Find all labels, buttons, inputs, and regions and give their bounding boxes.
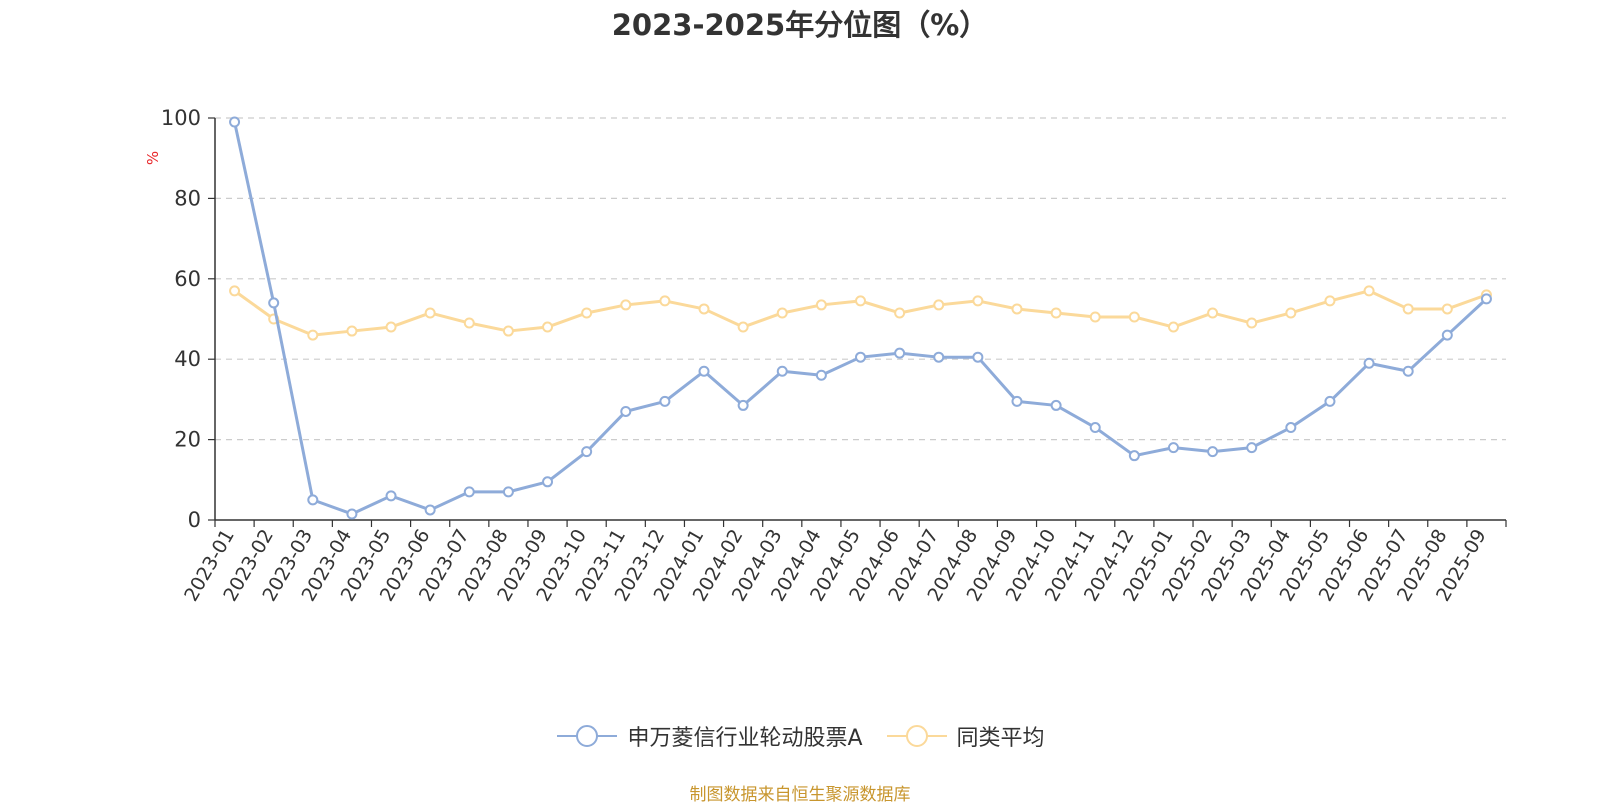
series-1-point xyxy=(542,476,554,488)
series-1-point xyxy=(620,405,632,417)
series-1-point xyxy=(776,365,788,377)
series-1-point xyxy=(1167,442,1179,454)
series-1-point xyxy=(424,504,436,516)
series-1-point xyxy=(933,351,945,363)
series-1-point xyxy=(581,446,593,458)
series-2-point xyxy=(815,299,827,311)
chart-title: 2023-2025年分位图（%） xyxy=(611,8,989,42)
series-2-point xyxy=(1285,307,1297,319)
series-2-point xyxy=(463,317,475,329)
series-1-point xyxy=(815,369,827,381)
series-2-point xyxy=(1011,303,1023,315)
legend: 申万菱信行业轮动股票A 同类平均 xyxy=(0,720,1600,752)
y-tick-label: 0 xyxy=(188,508,201,532)
series-2-point xyxy=(1050,307,1062,319)
series-2-point xyxy=(229,285,241,297)
legend-item-series-1[interactable]: 申万菱信行业轮动股票A xyxy=(555,720,863,752)
series-2-point xyxy=(581,307,593,319)
series-1-point xyxy=(1324,395,1336,407)
series-2-point xyxy=(1402,303,1414,315)
series-2-point xyxy=(737,321,749,333)
series-1-point xyxy=(1480,293,1492,305)
y-tick-label: 80 xyxy=(174,186,201,210)
series-2-point xyxy=(424,307,436,319)
series-1-point xyxy=(229,116,241,128)
series-2-point xyxy=(620,299,632,311)
source-note: 制图数据来自恒生聚源数据库 xyxy=(689,785,911,805)
series-2-point xyxy=(894,307,906,319)
legend-label-series-1: 申万菱信行业轮动股票A xyxy=(627,726,863,751)
series-2-point xyxy=(1363,285,1375,297)
series-1-point xyxy=(1363,357,1375,369)
series-1-point xyxy=(346,508,358,520)
series-2-point xyxy=(1246,317,1258,329)
series-2-point xyxy=(542,321,554,333)
y-tick-label: 100 xyxy=(161,106,201,130)
series-2-point xyxy=(698,303,710,315)
series-1-point xyxy=(972,351,984,363)
series-1-point xyxy=(1011,395,1023,407)
legend-line-circle-icon xyxy=(886,725,947,747)
series xyxy=(229,116,1492,520)
series-1-point xyxy=(307,494,319,506)
series-1-point xyxy=(463,486,475,498)
legend-item-series-2[interactable]: 同类平均 xyxy=(885,720,1045,752)
series-2-point xyxy=(659,295,671,307)
series-1-point xyxy=(385,490,397,502)
series-2-point xyxy=(1167,321,1179,333)
series-1-point xyxy=(1285,422,1297,434)
series-2-point xyxy=(776,307,788,319)
series-1-point xyxy=(855,351,866,363)
series-1-point xyxy=(1089,422,1101,434)
y-tick-label: 60 xyxy=(174,267,201,291)
axes: 0204060801002023-012023-022023-032023-04… xyxy=(161,106,1507,605)
y-tick-label: 40 xyxy=(174,347,201,371)
series-2-point xyxy=(346,325,358,337)
series-1-point xyxy=(1128,450,1140,462)
series-2-point xyxy=(1128,311,1140,323)
series-1-point xyxy=(268,297,280,309)
series-2-point xyxy=(307,329,319,341)
gridlines xyxy=(215,117,1506,441)
y-axis-unit-label: % xyxy=(144,151,162,165)
series-2-point xyxy=(855,295,866,307)
series-1-point xyxy=(659,395,671,407)
series-2-point xyxy=(1441,303,1453,315)
series-2-point xyxy=(972,295,984,307)
series-2-point xyxy=(502,325,514,337)
series-1-point xyxy=(502,486,514,498)
series-1-line xyxy=(233,121,1488,516)
series-1-point xyxy=(894,347,906,359)
series-1 xyxy=(229,116,1492,520)
series-2-point xyxy=(1207,307,1219,319)
series-1-point xyxy=(698,365,710,377)
series-1-point xyxy=(1246,442,1258,454)
series-1-point xyxy=(737,399,749,411)
series-2-point xyxy=(1324,295,1336,307)
legend-label-series-2: 同类平均 xyxy=(956,726,1045,751)
series-2-point xyxy=(385,321,397,333)
series-1-point xyxy=(1050,399,1062,411)
legend-line-circle-icon xyxy=(557,725,618,747)
series-1-point xyxy=(1441,329,1453,341)
series-1-point xyxy=(1207,446,1219,458)
y-tick-label: 20 xyxy=(174,428,201,452)
series-2-point xyxy=(1089,311,1101,323)
series-2 xyxy=(229,285,1492,341)
series-2-point xyxy=(933,299,945,311)
series-1-point xyxy=(1402,365,1414,377)
